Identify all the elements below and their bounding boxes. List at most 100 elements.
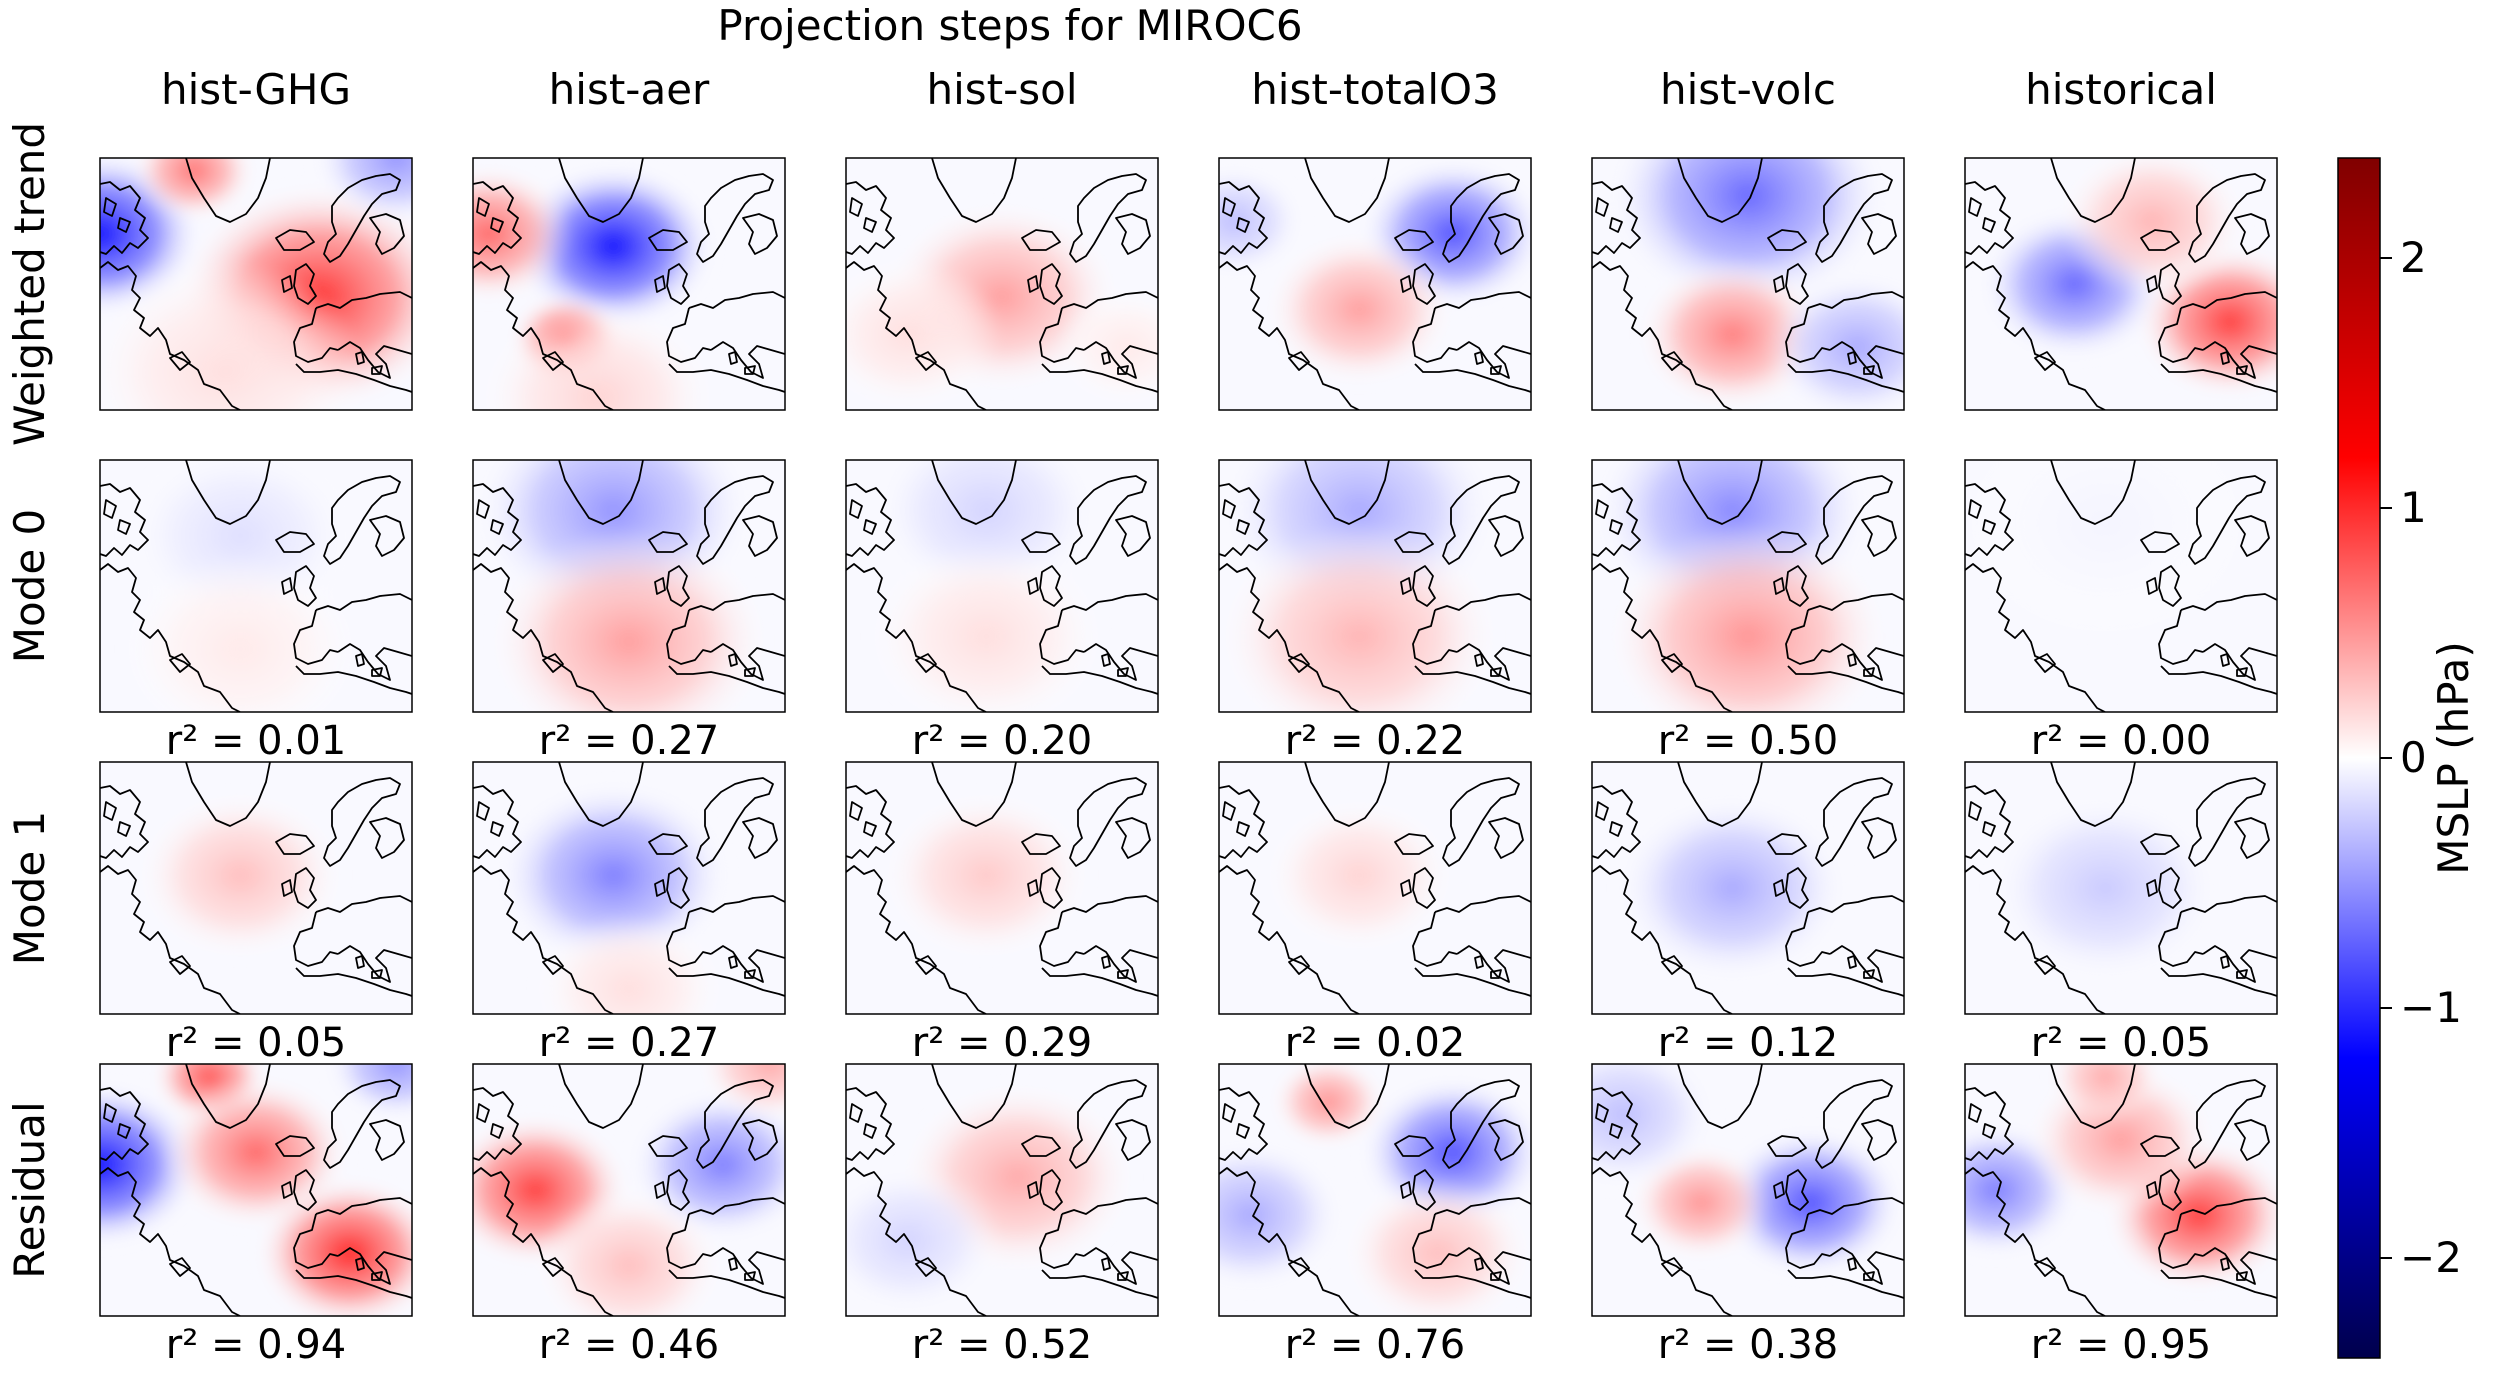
map-frame [1964, 1063, 2278, 1317]
colorbar-tick-label: −1 [2400, 983, 2462, 1032]
pressure-anomaly [1219, 523, 1500, 712]
map-panel [1218, 761, 1532, 1015]
colorbar-gradient [2337, 157, 2381, 1359]
map-panel [1964, 1063, 2278, 1317]
map-frame [1591, 1063, 1905, 1317]
r2-label: r² = 0.29 [912, 1020, 1093, 1066]
map-panel [845, 1063, 1159, 1317]
colorbar-tick-label: 0 [2400, 733, 2427, 782]
pressure-anomaly [1265, 799, 1453, 951]
map-panel [845, 459, 1159, 713]
r2-label: r² = 0.27 [539, 718, 720, 764]
map-panel [1964, 157, 2278, 411]
r2-label: r² = 0.20 [912, 718, 1093, 764]
map-panel [472, 761, 786, 1015]
pressure-anomaly [1265, 233, 1453, 385]
map-frame [472, 1063, 786, 1317]
colorbar-tick-label: −2 [2400, 1233, 2462, 1282]
pressure-anomaly [480, 302, 715, 410]
map-panel [845, 761, 1159, 1015]
map-panel [99, 459, 413, 713]
pressure-anomaly [1607, 523, 1889, 712]
colorbar-label: MSLP (hPa) [2429, 641, 2478, 875]
pressure-anomaly [1219, 164, 1305, 278]
map-frame [99, 459, 413, 713]
pressure-anomaly [1607, 158, 1889, 310]
pressure-anomaly [326, 1064, 412, 1121]
r2-label: r² = 0.05 [2031, 1020, 2212, 1066]
column-header-hist-volc: hist-volc [1660, 65, 1836, 114]
pressure-anomaly [123, 554, 358, 712]
column-header-hist-GHG: hist-GHG [161, 65, 351, 114]
pressure-anomaly [1988, 793, 2223, 983]
map-panel [1591, 157, 1905, 411]
row-label-residual: Residual [5, 1101, 54, 1278]
map-frame [845, 157, 1159, 411]
pressure-anomaly [488, 528, 770, 712]
map-frame [99, 157, 413, 411]
map-frame [1218, 157, 1532, 411]
figure-title: Projection steps for MIROC6 [717, 1, 1302, 50]
pressure-anomaly [1219, 1139, 1344, 1291]
pressure-anomaly [535, 1190, 723, 1316]
r2-label: r² = 0.22 [1285, 718, 1466, 764]
pressure-anomaly [535, 913, 723, 1014]
map-frame [1964, 761, 2278, 1015]
r2-label: r² = 0.94 [166, 1322, 347, 1368]
r2-label: r² = 0.52 [912, 1322, 1093, 1368]
r2-label: r² = 0.01 [166, 718, 347, 764]
map-frame [472, 157, 786, 411]
map-frame [1218, 761, 1532, 1015]
pressure-anomaly [699, 1064, 785, 1121]
map-frame [1591, 761, 1905, 1015]
r2-label: r² = 0.02 [1285, 1020, 1466, 1066]
pressure-anomaly [869, 541, 1104, 712]
map-panel [1218, 157, 1532, 411]
map-panel [472, 1063, 786, 1317]
map-frame [1218, 459, 1532, 713]
map-panel [1591, 761, 1905, 1015]
row-label-weighted-trend: Weighted trend [5, 122, 54, 446]
map-frame [845, 459, 1159, 713]
pressure-anomaly [1716, 1127, 1904, 1279]
r2-label: r² = 0.50 [1658, 718, 1839, 764]
column-header-historical: historical [2025, 65, 2217, 114]
map-frame [1218, 1063, 1532, 1317]
pressure-anomaly [132, 158, 255, 220]
map-panel [1218, 459, 1532, 713]
pressure-anomaly [100, 258, 366, 410]
map-panel [472, 157, 786, 411]
column-header-hist-sol: hist-sol [926, 65, 1077, 114]
map-frame [1964, 157, 2278, 411]
map-panel [1591, 459, 1905, 713]
column-header-hist-totalO3: hist-totalO3 [1251, 65, 1499, 114]
pressure-anomaly [1592, 1064, 1717, 1190]
r2-label: r² = 0.12 [1658, 1020, 1839, 1066]
pressure-anomaly [2058, 158, 2246, 297]
colorbar-tick-label: 2 [2400, 233, 2427, 282]
map-panel [99, 1063, 413, 1317]
map-panel [845, 157, 1159, 411]
map-panel [1591, 1063, 1905, 1317]
pressure-anomaly [256, 1177, 412, 1316]
map-panel [472, 459, 786, 713]
pressure-anomaly [1056, 290, 1158, 404]
r2-label: r² = 0.76 [1285, 1322, 1466, 1368]
r2-label: r² = 0.27 [539, 1020, 720, 1066]
colorbar: 2 1 0 −1 −2 MSLP (hPa) [2337, 157, 2478, 1359]
r2-label: r² = 0.05 [166, 1020, 347, 1066]
pressure-anomaly [1615, 793, 1850, 983]
pressure-anomaly [1763, 271, 1904, 410]
map-frame [472, 459, 786, 713]
pressure-anomaly [2049, 1064, 2162, 1122]
map-frame [99, 761, 413, 1015]
r2-label: r² = 0.38 [1658, 1322, 1839, 1368]
map-panel [1964, 761, 2278, 1015]
map-frame [845, 1063, 1159, 1317]
map-panel [1218, 1063, 1532, 1317]
colorbar-tick-label: 1 [2400, 483, 2427, 532]
column-header-hist-aer: hist-aer [549, 65, 710, 114]
r2-label: r² = 0.95 [2031, 1322, 2212, 1368]
map-panel [99, 157, 413, 411]
